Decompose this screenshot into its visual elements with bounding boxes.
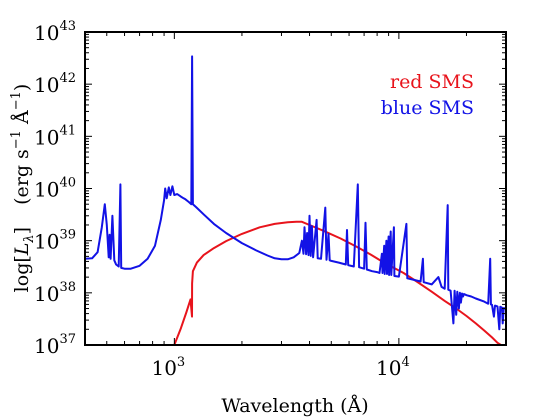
y-tick-label: 1041 xyxy=(34,123,76,149)
y-tick-label: 1043 xyxy=(34,19,76,45)
y-tick-label: 1038 xyxy=(34,280,76,306)
y-tick-label: 1042 xyxy=(34,71,76,97)
y-tick-label: 1039 xyxy=(34,228,76,254)
series-layer xyxy=(85,55,506,345)
y-tick-label: 1037 xyxy=(34,332,76,358)
series-line-blue-sms xyxy=(85,55,506,331)
legend-entry-blue-sms: blue SMS xyxy=(381,97,474,119)
x-axis-label: Wavelength (Å) xyxy=(221,395,368,417)
legend: red SMS blue SMS xyxy=(381,71,474,119)
x-tick-label: 103 xyxy=(151,355,185,380)
x-tick-label: 104 xyxy=(376,355,410,380)
y-axis-label: log[Lλ](erg s−1 Å−1) xyxy=(9,84,37,293)
series-line-red-sms xyxy=(173,220,502,345)
y-tick-label: 1040 xyxy=(34,176,76,202)
ticks-layer: 103 104 1037 1038 1039 1040 1041 1042 1043 xyxy=(34,19,507,380)
legend-entry-red-sms: red SMS xyxy=(390,71,474,93)
